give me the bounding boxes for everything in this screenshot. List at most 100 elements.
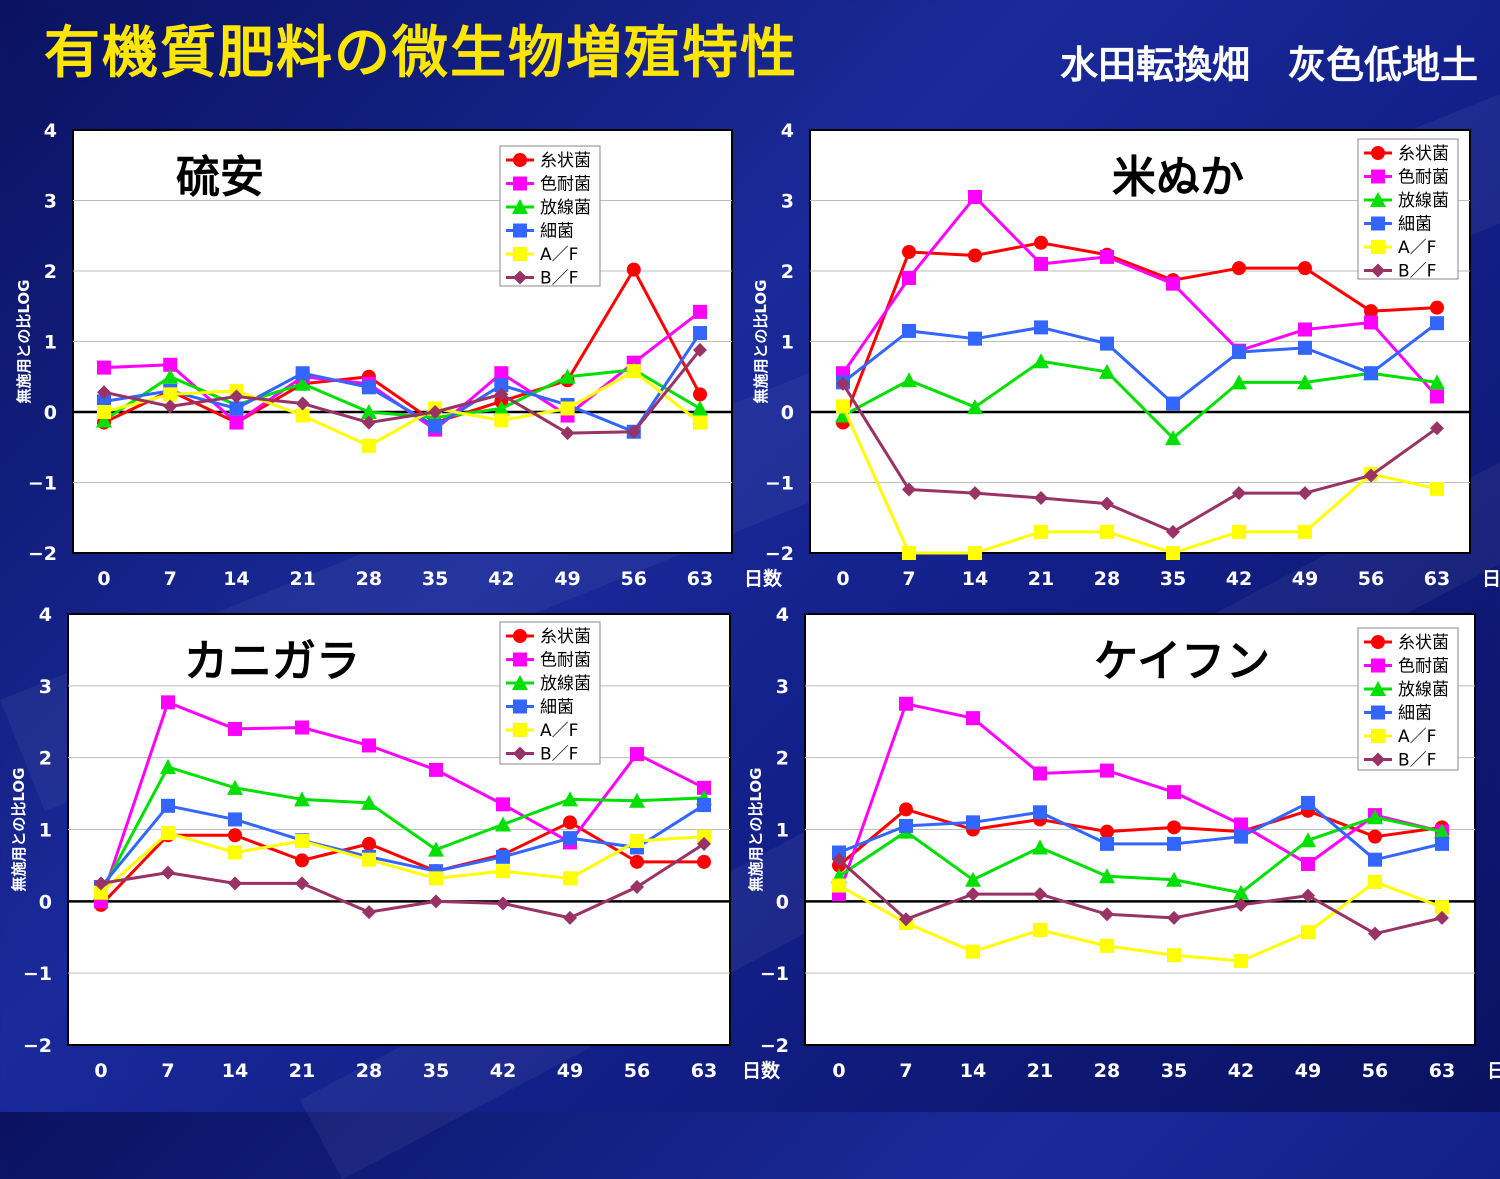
series-line <box>841 195 1439 398</box>
series-line <box>837 702 1443 895</box>
legend-label: A／F <box>540 721 578 741</box>
data-point <box>1368 852 1382 867</box>
data-point <box>1430 300 1444 315</box>
legend-label: 色耐菌 <box>1398 168 1449 188</box>
x-tick-label: 14 <box>962 568 988 590</box>
data-point <box>295 876 309 891</box>
y-tick-label: −2 <box>23 1035 52 1057</box>
data-point <box>965 871 981 887</box>
legend-marker <box>513 247 527 261</box>
legend-marker <box>1371 146 1385 160</box>
data-point <box>1034 320 1048 335</box>
data-point <box>968 248 982 263</box>
data-point <box>1166 396 1180 411</box>
y-tick-label: 0 <box>781 402 794 424</box>
x-tick-label: 14 <box>222 1060 248 1082</box>
chart-title: 米ぬか <box>1112 152 1244 203</box>
series-line <box>841 383 1438 534</box>
y-tick-label: 1 <box>776 820 789 842</box>
data-point <box>626 424 641 439</box>
data-point <box>1367 809 1383 825</box>
data-point <box>693 415 707 430</box>
x-tick-label: 56 <box>621 568 647 590</box>
data-point <box>1430 389 1444 404</box>
legend-label: 放線菌 <box>1398 680 1449 700</box>
data-point <box>832 878 846 893</box>
y-tick-label: −1 <box>760 963 789 985</box>
data-point <box>294 791 310 807</box>
data-point <box>1234 953 1248 968</box>
x-axis-label: 日数 <box>742 1059 781 1082</box>
data-point <box>494 366 509 381</box>
data-point <box>560 401 575 416</box>
series-line <box>842 321 1438 406</box>
y-axis-label: 無施用との比LOG <box>747 768 765 892</box>
legend-label: 細菌 <box>540 698 574 718</box>
data-point <box>899 818 913 833</box>
series-line <box>99 700 705 902</box>
data-point <box>1033 353 1049 369</box>
x-tick-label: 28 <box>1094 1060 1120 1082</box>
x-tick-label: 42 <box>1226 568 1252 590</box>
data-point <box>1298 524 1312 539</box>
legend-marker <box>513 746 527 761</box>
data-point <box>1033 923 1047 938</box>
x-tick-label: 28 <box>356 1060 382 1082</box>
legend-label: 細菌 <box>1398 215 1432 235</box>
data-point <box>1298 486 1312 501</box>
y-tick-label: 1 <box>781 332 794 354</box>
data-point <box>1100 763 1114 778</box>
data-point <box>562 791 578 807</box>
y-tick-label: −1 <box>765 473 794 495</box>
data-point <box>1298 340 1312 355</box>
legend-marker <box>513 153 527 167</box>
data-point <box>1234 897 1248 912</box>
y-tick-label: 0 <box>39 891 52 913</box>
legend-label: 糸状菌 <box>1398 144 1449 164</box>
legend-marker <box>513 723 527 737</box>
legend-label: 糸状菌 <box>540 627 591 647</box>
data-point <box>494 413 509 428</box>
y-tick-label: 4 <box>781 120 794 142</box>
data-point <box>229 389 244 404</box>
series-4 <box>832 795 1449 867</box>
data-point <box>1166 276 1180 291</box>
data-point <box>560 426 575 441</box>
y-tick-label: 2 <box>776 748 789 770</box>
data-point <box>1232 524 1246 539</box>
data-point <box>630 833 644 848</box>
data-point <box>899 696 913 711</box>
legend-label: B／F <box>540 745 578 765</box>
data-point <box>1100 524 1114 539</box>
data-point <box>697 780 711 795</box>
legend-marker <box>1371 169 1385 184</box>
data-point <box>97 394 111 409</box>
data-point <box>563 910 577 925</box>
data-point <box>966 815 980 830</box>
x-tick-label: 14 <box>960 1060 986 1082</box>
y-tick-label: 0 <box>776 891 789 913</box>
data-point <box>1301 888 1315 903</box>
y-tick-label: 4 <box>44 120 57 142</box>
x-axis-label: 日数 <box>1487 1059 1500 1082</box>
x-tick-label: 63 <box>691 1060 717 1082</box>
data-point <box>495 816 511 832</box>
legend-marker <box>1370 681 1386 696</box>
data-point <box>163 399 178 414</box>
series-line <box>103 332 702 434</box>
data-point <box>1034 235 1048 250</box>
data-point <box>428 841 444 857</box>
data-point <box>1033 805 1047 820</box>
data-point <box>697 854 711 869</box>
data-point <box>1167 785 1181 800</box>
data-point <box>1100 836 1114 851</box>
data-point <box>362 852 376 867</box>
x-tick-label: 21 <box>1028 568 1054 590</box>
legend-marker <box>513 223 527 238</box>
data-point <box>160 759 176 775</box>
data-point <box>1034 524 1048 539</box>
legend-label: B／F <box>1398 262 1436 282</box>
